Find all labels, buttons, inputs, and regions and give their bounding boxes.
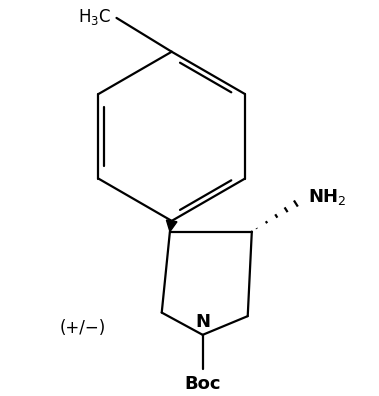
Text: (+/−): (+/−): [60, 319, 106, 337]
Polygon shape: [166, 220, 177, 232]
Text: H$_3$C: H$_3$C: [78, 7, 111, 27]
Text: N: N: [195, 313, 210, 331]
Text: NH$_2$: NH$_2$: [308, 187, 346, 207]
Text: Boc: Boc: [185, 375, 221, 393]
